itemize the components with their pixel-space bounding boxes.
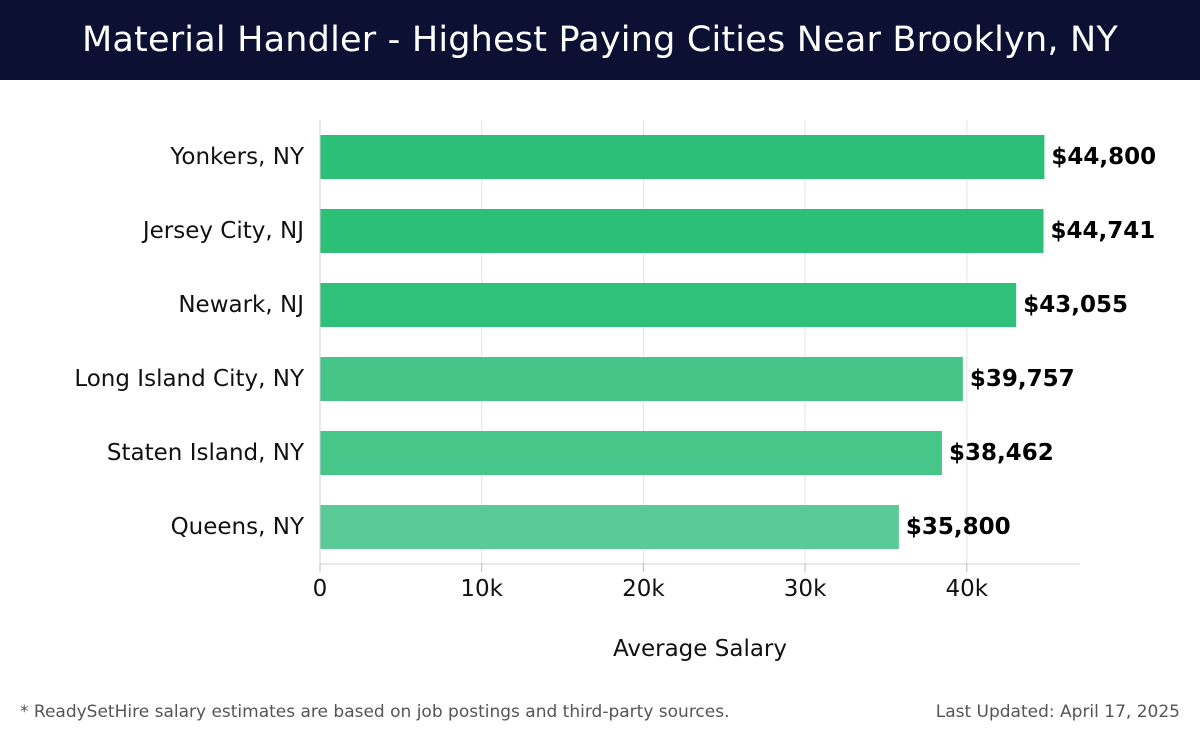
x-tick-label: 30k <box>784 576 827 602</box>
category-label: Yonkers, NY <box>169 144 305 170</box>
chart-header: Material Handler - Highest Paying Cities… <box>0 0 1200 80</box>
x-tick-label: 40k <box>946 576 989 602</box>
chart-title: Material Handler - Highest Paying Cities… <box>82 20 1118 60</box>
x-tick-label: 20k <box>622 576 665 602</box>
category-label: Queens, NY <box>171 514 305 540</box>
last-updated: Last Updated: April 17, 2025 <box>935 702 1180 722</box>
bar-chart: Yonkers, NY $44,800 Jersey City, NJ $44,741… <box>74 120 1156 662</box>
x-tick-label: 0 <box>313 576 328 602</box>
x-axis-title: Average Salary <box>613 636 787 662</box>
data-label: $35,800 <box>906 514 1011 540</box>
category-label: Newark, NJ <box>178 292 304 318</box>
category-label: Jersey City, NJ <box>141 218 304 244</box>
data-label: $44,741 <box>1050 218 1155 244</box>
data-label: $38,462 <box>949 440 1054 466</box>
data-label: $39,757 <box>970 366 1075 392</box>
bar <box>320 431 942 475</box>
bar <box>320 505 899 549</box>
bar <box>320 135 1045 179</box>
data-label: $43,055 <box>1023 292 1128 318</box>
bar <box>320 283 1017 327</box>
bar <box>320 209 1044 253</box>
x-tick-label: 10k <box>460 576 503 602</box>
category-label: Long Island City, NY <box>74 366 305 392</box>
footnote: * ReadySetHire salary estimates are base… <box>20 702 730 722</box>
bar <box>320 357 963 401</box>
category-label: Staten Island, NY <box>107 440 305 466</box>
data-label: $44,800 <box>1051 144 1156 170</box>
